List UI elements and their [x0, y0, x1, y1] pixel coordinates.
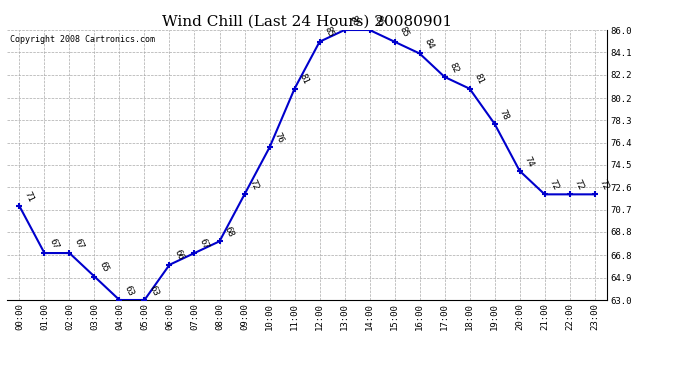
- Text: 74: 74: [522, 154, 535, 168]
- Text: 81: 81: [297, 72, 310, 86]
- Text: 66: 66: [172, 249, 185, 262]
- Text: 72: 72: [247, 178, 260, 192]
- Text: 85: 85: [397, 26, 410, 39]
- Text: 76: 76: [273, 131, 285, 145]
- Text: 63: 63: [147, 284, 160, 297]
- Text: 81: 81: [473, 72, 485, 86]
- Text: 86: 86: [373, 13, 385, 27]
- Text: 86: 86: [347, 13, 360, 27]
- Text: 71: 71: [22, 190, 35, 203]
- Text: 68: 68: [222, 225, 235, 238]
- Text: Copyright 2008 Cartronics.com: Copyright 2008 Cartronics.com: [10, 35, 155, 44]
- Text: 85: 85: [322, 26, 335, 39]
- Text: 67: 67: [72, 237, 85, 250]
- Text: 63: 63: [122, 284, 135, 297]
- Text: 72: 72: [547, 178, 560, 192]
- Title: Wind Chill (Last 24 Hours) 20080901: Wind Chill (Last 24 Hours) 20080901: [162, 15, 452, 29]
- Text: 65: 65: [97, 260, 110, 274]
- Text: 67: 67: [47, 237, 60, 250]
- Text: 84: 84: [422, 37, 435, 51]
- Text: 82: 82: [447, 61, 460, 74]
- Text: 78: 78: [497, 108, 510, 121]
- Text: 67: 67: [197, 237, 210, 250]
- Text: 72: 72: [573, 178, 585, 192]
- Text: 72: 72: [598, 178, 610, 192]
